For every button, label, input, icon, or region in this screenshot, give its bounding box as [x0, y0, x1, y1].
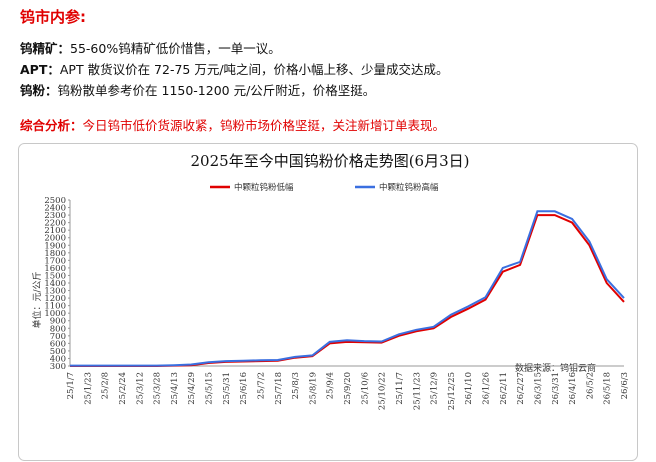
y-tick-label: 400: [50, 354, 66, 364]
analysis-label: 综合分析：: [20, 118, 83, 133]
x-tick-label: 25/8/19: [308, 372, 318, 405]
item-label: 钨精矿：: [20, 41, 71, 56]
x-tick-label: 25/3/12: [135, 372, 145, 405]
item: APT：APT 散货议价在 72-75 万元/吨之间，价格小幅上移、少量成交达成…: [20, 59, 449, 78]
x-tick-label: 25/10/6: [360, 372, 370, 405]
analysis-text: 今日钨市低价货源收紧，钨粉市场价格坚挺，关注新增订单表现。: [82, 118, 446, 133]
item: 钨精矿：55-60%钨精矿低价惜售，一单一议。: [20, 38, 281, 57]
x-tick-label: 26/1/26: [482, 372, 492, 405]
y-tick-label: 2300: [44, 211, 66, 221]
y-tick-label: 2400: [44, 204, 66, 214]
y-tick-label: 1900: [44, 241, 66, 251]
source-note: 数据来源：钨钼云商: [515, 362, 596, 374]
x-tick-label: 25/5/15: [205, 372, 215, 405]
y-tick-label: 900: [50, 317, 66, 327]
x-tick-label: 26/5/18: [603, 372, 613, 405]
y-tick-label: 300: [50, 362, 66, 372]
x-tick-label: 25/8/3: [291, 372, 301, 399]
chart-title: 2025年至今中国钨粉价格走势图(6月3日): [191, 152, 470, 170]
y-tick-label: 1800: [44, 249, 66, 259]
x-tick-label: 26/2/11: [499, 372, 509, 405]
y-tick-label: 800: [50, 324, 66, 334]
item-label: 钨粉：: [20, 83, 58, 98]
x-tick-label: 25/4/13: [170, 372, 180, 405]
x-tick-label: 25/12/25: [447, 372, 457, 410]
series-line: [70, 210, 625, 367]
x-tick-label: 25/5/31: [222, 372, 232, 405]
x-tick-label: 25/4/29: [187, 372, 197, 405]
x-tick-label: 25/2/8: [101, 372, 111, 399]
item-label: APT：: [20, 62, 60, 77]
y-tick-label: 1100: [44, 302, 66, 312]
y-tick-label: 1200: [44, 294, 66, 304]
x-tick-label: 26/2/27: [516, 372, 526, 405]
y-tick-label: 2200: [44, 219, 66, 229]
x-tick-label: 25/10/22: [378, 372, 388, 410]
y-tick-label: 1400: [44, 279, 66, 289]
x-tick-label: 25/1/7: [66, 372, 76, 399]
legend-label: 中颗粒钨粉高幅: [379, 182, 439, 193]
x-tick-label: 26/5/2: [585, 372, 595, 399]
y-tick-label: 2100: [44, 226, 66, 236]
x-tick-label: 26/3/15: [533, 372, 543, 405]
x-tick-label: 25/2/24: [118, 372, 128, 405]
x-tick-label: 25/1/23: [83, 372, 93, 405]
x-tick-label: 25/11/7: [395, 372, 405, 405]
y-tick-label: 600: [50, 339, 66, 349]
chart-frame: [18, 143, 638, 461]
y-tick-label: 2000: [44, 234, 66, 244]
x-tick-label: 25/11/23: [412, 372, 422, 410]
x-tick-label: 25/9/20: [343, 372, 353, 405]
y-tick-label: 1500: [44, 271, 66, 281]
x-tick-label: 26/1/10: [464, 372, 474, 405]
y-tick-label: 1700: [44, 256, 66, 266]
y-axis-label: 单位：元/公斤: [31, 271, 43, 328]
heading: 钨市内参:: [20, 8, 86, 26]
x-tick-label: 25/7/2: [256, 372, 266, 399]
legend-label: 中颗粒钨粉低幅: [234, 182, 294, 193]
x-tick-label: 26/6/3: [620, 372, 630, 399]
x-tick-label: 25/7/18: [274, 372, 284, 405]
item-text: APT 散货议价在 72-75 万元/吨之间，价格小幅上移、少量成交达成。: [59, 62, 449, 77]
x-tick-label: 25/12/9: [430, 372, 440, 405]
x-tick-label: 25/3/28: [153, 372, 163, 405]
y-tick-label: 1600: [44, 264, 66, 274]
y-tick-label: 1300: [44, 287, 66, 297]
x-tick-label: 26/3/31: [551, 372, 561, 405]
y-tick-label: 700: [50, 332, 66, 342]
x-tick-label: 25/6/16: [239, 372, 249, 405]
item-text: 钨粉散单参考价在 1150-1200 元/公斤附近，价格坚挺。: [57, 83, 376, 98]
x-tick-label: 26/4/16: [568, 372, 578, 405]
y-tick-label: 2500: [44, 196, 66, 206]
analysis: 综合分析：今日钨市低价货源收紧，钨粉市场价格坚挺，关注新增订单表现。: [20, 115, 445, 134]
item: 钨粉：钨粉散单参考价在 1150-1200 元/公斤附近，价格坚挺。: [20, 80, 375, 99]
item-text: 55-60%钨精矿低价惜售，一单一议。: [70, 41, 281, 56]
y-tick-label: 1000: [44, 309, 66, 319]
x-tick-label: 25/9/4: [326, 372, 336, 399]
y-tick-label: 500: [50, 347, 66, 357]
